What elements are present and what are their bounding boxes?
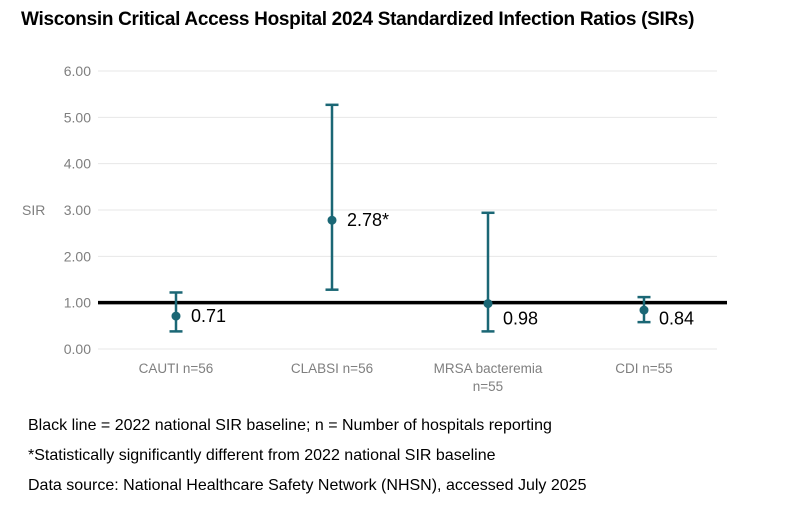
data-label: 0.71: [191, 306, 226, 326]
x-category-label: MRSA bacteremia: [434, 361, 543, 376]
x-category-label: CLABSI n=56: [291, 361, 373, 376]
point-with-ci-4: 0.84: [637, 295, 694, 329]
footnote-baseline-definition: Black line = 2022 national SIR baseline;…: [28, 417, 552, 434]
y-tick-label: 1.00: [64, 295, 91, 311]
point-with-ci-1: 0.71: [169, 291, 226, 333]
data-label: 0.98: [503, 309, 538, 329]
chart-title: Wisconsin Critical Access Hospital 2024 …: [21, 9, 695, 30]
y-axis-title: SIR: [22, 202, 45, 218]
y-tick-label: 2.00: [64, 248, 91, 264]
x-category-label: CAUTI n=56: [139, 361, 214, 376]
footnote-data-source: Data source: National Healthcare Safety …: [28, 477, 587, 494]
y-tick-label: 6.00: [64, 63, 91, 79]
y-tick-label: 0.00: [64, 341, 91, 357]
point-marker: [171, 311, 181, 321]
point-marker: [483, 299, 493, 309]
point-with-ci-2: 2.78*: [325, 103, 389, 291]
x-category-label: CDI n=55: [615, 361, 672, 376]
point-with-ci-3: 0.98: [481, 211, 538, 333]
sir-error-bar-chart: 0.00 1.00 2.00 3.00 4.00 5.00 6.00 SIR CAUTI n=5…: [22, 63, 727, 394]
data-label: 0.84: [659, 309, 694, 329]
y-tick-label: 4.00: [64, 156, 91, 172]
chart-footnotes: Black line = 2022 national SIR baseline;…: [28, 417, 586, 507]
y-tick-label: 5.00: [64, 109, 91, 125]
data-label: 2.78*: [347, 210, 389, 230]
footnote-significance: *Statistically significantly different f…: [28, 447, 496, 464]
point-marker: [639, 305, 649, 315]
y-tick-label: 3.00: [64, 202, 91, 218]
x-category-label: n=55: [473, 379, 503, 394]
point-marker: [327, 215, 337, 225]
